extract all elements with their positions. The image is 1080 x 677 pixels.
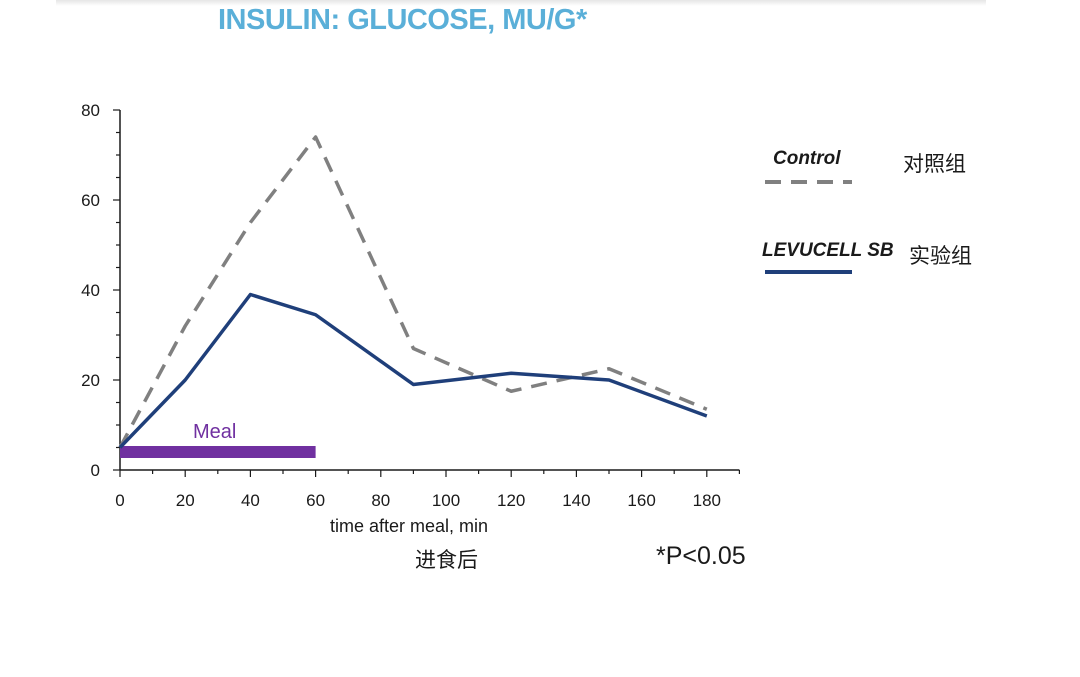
y-tick-label: 0 [91, 461, 100, 480]
legend-levucell-label: LEVUCELL SB [762, 240, 894, 261]
meal-period-bar [120, 446, 316, 458]
x-tick-label: 80 [371, 491, 390, 510]
x-tick-label: 20 [176, 491, 195, 510]
x-tick-label: 160 [627, 491, 655, 510]
y-tick-label: 20 [81, 371, 100, 390]
y-tick-label: 60 [81, 191, 100, 210]
x-tick-label: 40 [241, 491, 260, 510]
series-line-control [118, 135, 708, 449]
y-tick-label: 80 [81, 101, 100, 120]
x-tick-label: 120 [497, 491, 525, 510]
top-shadow [56, 0, 986, 6]
y-tick-label: 40 [81, 281, 100, 300]
x-axis-label: time after meal, min [330, 516, 489, 536]
x-tick-label: 100 [432, 491, 460, 510]
x-tick-label: 60 [306, 491, 325, 510]
x-tick-label: 140 [562, 491, 590, 510]
legend-levucell-cn: 实验组 [909, 244, 972, 268]
chart-title: INSULIN: GLUCOSE, MU/G* [218, 4, 587, 36]
x-tick-label: 0 [115, 491, 124, 510]
significance-note: *P<0.05 [656, 542, 746, 570]
legend-control-label: Control [773, 148, 841, 169]
x-axis-label-cn: 进食后 [415, 548, 478, 572]
legend-control-cn: 对照组 [903, 152, 966, 176]
x-tick-label: 180 [693, 491, 721, 510]
meal-label: Meal [193, 421, 237, 443]
series-line-levucell [118, 292, 708, 449]
